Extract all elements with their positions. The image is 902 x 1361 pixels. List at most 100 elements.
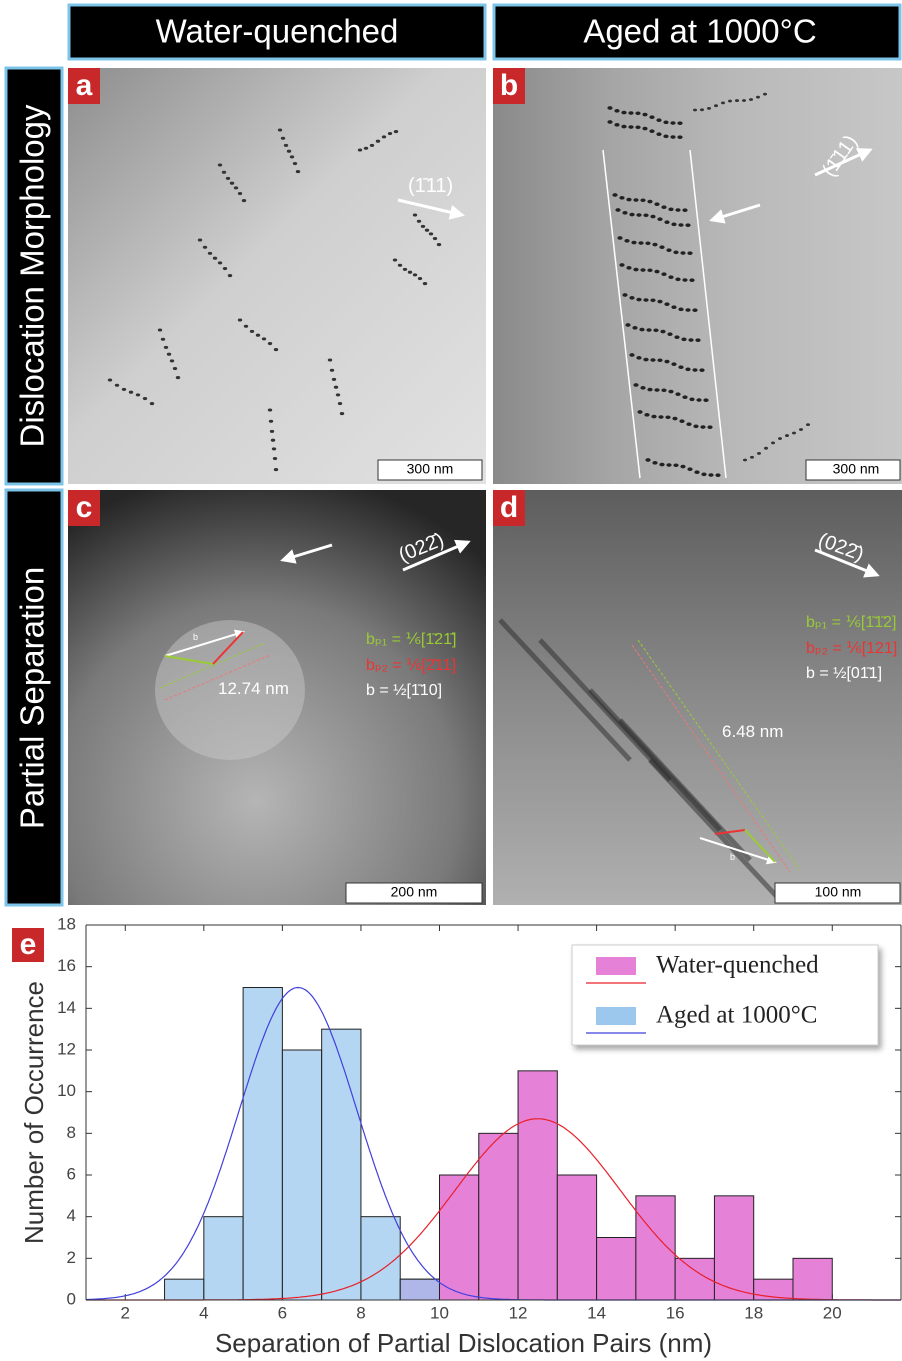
dislocation	[158, 328, 162, 331]
dislocation	[749, 98, 753, 101]
y-tick-label: 2	[67, 1248, 76, 1267]
dislocation	[673, 463, 678, 467]
dislocation	[778, 437, 782, 440]
y-tick-label: 18	[57, 914, 76, 933]
dislocation	[268, 408, 272, 411]
vector-label: b	[730, 852, 735, 862]
dislocation	[164, 346, 168, 349]
dislocation	[678, 223, 683, 227]
dislocation	[656, 132, 661, 136]
scale-bar-label: 300 nm	[833, 461, 880, 477]
dislocation	[234, 186, 238, 189]
dislocation	[358, 148, 362, 151]
burgers-label: bₚ₂ = ⅙[2̄11]	[366, 657, 456, 674]
figure: Water-quenched Aged at 1000°C Dislocatio…	[0, 0, 902, 1361]
bar	[400, 1279, 439, 1300]
dislocation	[394, 130, 398, 133]
dislocation	[708, 473, 713, 477]
dislocation	[660, 330, 665, 334]
dislocation	[695, 338, 700, 342]
panel-label: c	[76, 491, 93, 524]
dislocation	[614, 123, 619, 127]
dislocation	[650, 358, 655, 362]
dislocation	[425, 229, 429, 232]
dislocation	[664, 220, 669, 224]
dislocation	[330, 369, 334, 372]
dislocation	[621, 111, 626, 115]
dislocation	[675, 208, 680, 212]
x-tick-label: 6	[278, 1303, 287, 1322]
dislocation	[654, 270, 659, 274]
burgers-label: b = ½[1̄10]	[366, 682, 442, 699]
dislocation	[671, 362, 676, 366]
y-tick-label: 12	[57, 1039, 76, 1058]
dislocation	[635, 111, 640, 115]
bar	[597, 1238, 636, 1301]
dislocation	[625, 323, 630, 327]
y-tick-label: 10	[57, 1081, 76, 1100]
dislocation	[222, 171, 226, 174]
bar	[557, 1175, 596, 1300]
dislocation	[673, 250, 678, 254]
dislocation	[256, 334, 260, 337]
dislocation	[714, 104, 718, 107]
dislocation	[682, 395, 687, 399]
y-tick-label: 14	[57, 998, 76, 1017]
dislocation	[645, 458, 650, 462]
panel-label: d	[500, 491, 518, 524]
micrograph	[68, 68, 486, 484]
histogram: 0246810121416182468101214161820Number of…	[19, 914, 901, 1357]
dislocation	[701, 472, 706, 476]
dislocation	[270, 430, 274, 433]
dislocation	[757, 452, 761, 455]
dislocation	[640, 268, 645, 272]
dislocation	[433, 237, 437, 240]
legend-label: Water-quenched	[656, 952, 819, 979]
dislocation	[678, 307, 683, 311]
bar	[518, 1071, 557, 1300]
dislocation	[635, 125, 640, 129]
dislocation	[238, 192, 242, 195]
dislocation	[268, 342, 272, 345]
legend-swatch	[596, 1007, 636, 1025]
dislocation	[672, 417, 677, 421]
dislocation	[271, 439, 275, 442]
x-tick-label: 2	[121, 1303, 130, 1322]
dislocation	[273, 457, 277, 460]
dislocation	[692, 308, 697, 312]
dislocation	[670, 121, 675, 125]
row-title: Dislocation Morphology	[14, 104, 51, 448]
burgers-label: bₚ₂ = ⅙[121]	[806, 640, 897, 657]
dislocation	[700, 425, 705, 429]
dislocation	[296, 170, 300, 173]
dislocation	[287, 150, 291, 153]
dislocation	[663, 134, 668, 138]
dislocation	[785, 434, 789, 437]
burgers-label: bₚ₁ = ⅙[1̄21̄]	[366, 631, 456, 648]
dislocation	[640, 198, 645, 202]
dislocation	[413, 213, 417, 216]
dislocation	[421, 225, 425, 228]
dislocation	[244, 325, 248, 328]
dislocation	[668, 275, 673, 279]
dislocation	[647, 388, 652, 392]
dislocation	[122, 388, 126, 391]
dislocation	[633, 268, 638, 272]
dislocation	[668, 207, 673, 211]
dislocation	[642, 127, 647, 131]
dislocation	[284, 144, 288, 147]
dislocation	[696, 398, 701, 402]
dislocation	[693, 424, 698, 428]
dislocation	[707, 425, 712, 429]
dislocation	[661, 205, 666, 209]
dislocation	[680, 251, 685, 255]
x-tick-label: 16	[666, 1303, 685, 1322]
dislocation	[721, 101, 725, 104]
dislocation	[692, 368, 697, 372]
dislocation	[653, 328, 658, 332]
dislocation	[686, 422, 691, 426]
dislocation	[230, 182, 234, 185]
dislocation	[659, 245, 664, 249]
dislocation	[332, 378, 336, 381]
dislocation	[629, 296, 634, 300]
